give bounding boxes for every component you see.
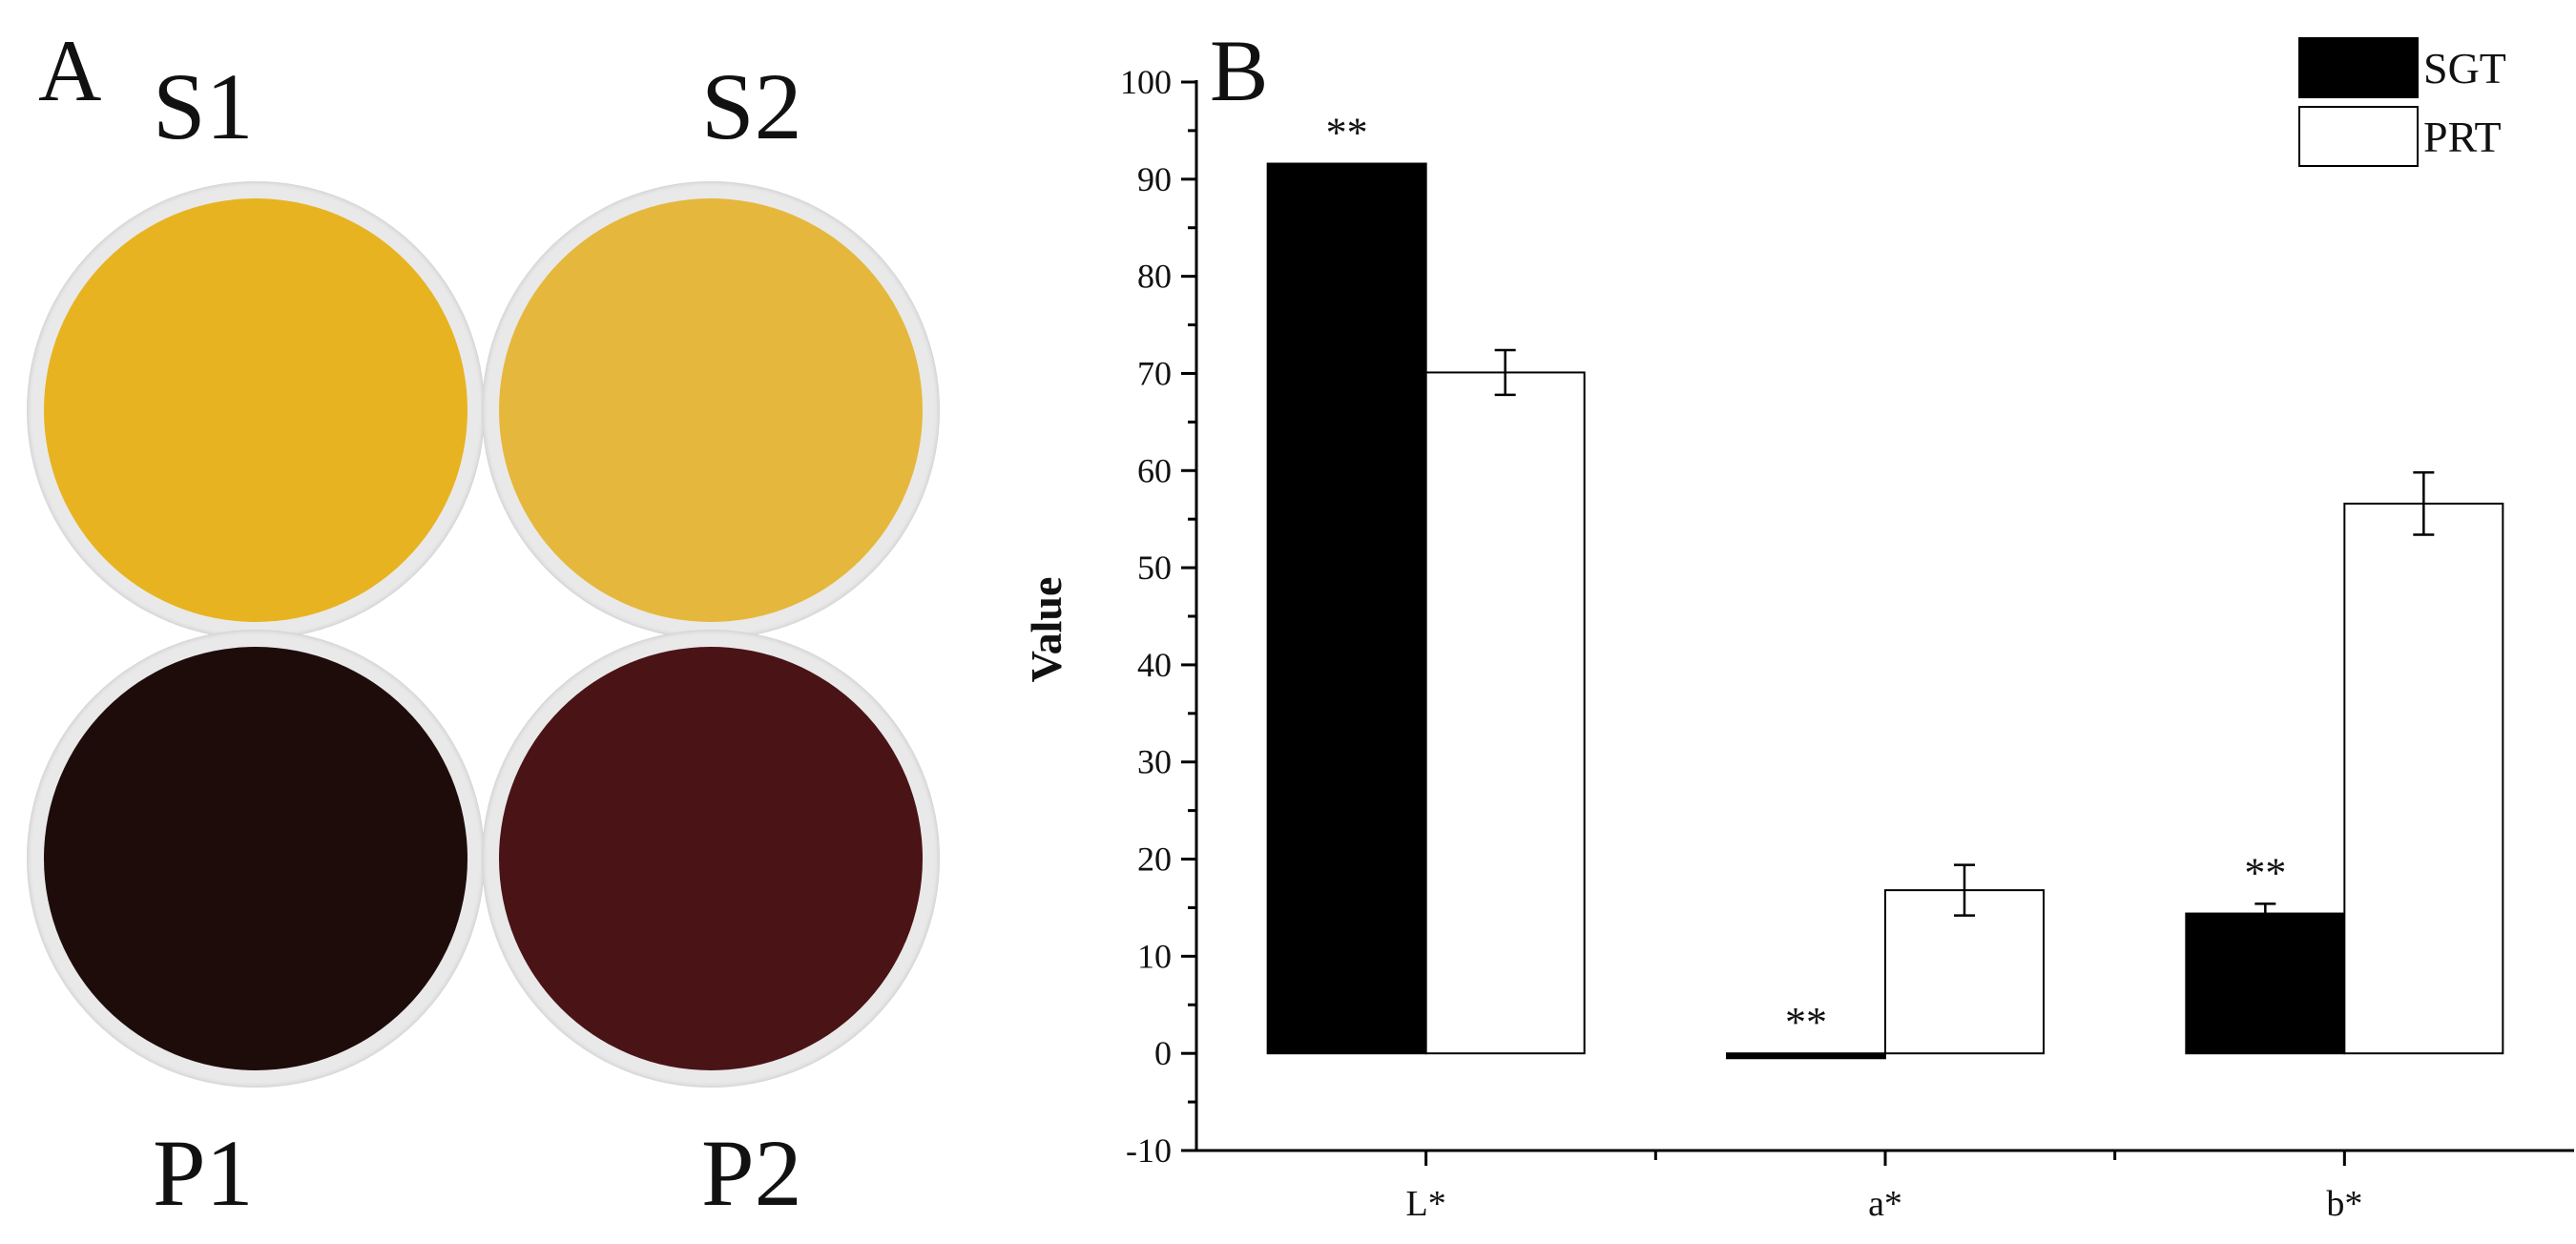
x-tick-label: L*	[1406, 1184, 1446, 1224]
y-tick-label: 50	[1137, 549, 1172, 587]
bar-sgt-l	[1266, 162, 1427, 1055]
dish-s1-contents	[44, 198, 467, 622]
sample-label-s2: S2	[701, 53, 802, 159]
petri-dish-s2	[482, 181, 940, 639]
significance-label: **	[1785, 999, 1827, 1046]
panel-b-chart: B -10 0 10 20 30 40 50 60 70 80 90 100 Value L* a* b* **…	[954, 0, 2576, 1244]
bar-prt-l	[1424, 371, 1586, 1055]
sample-label-p2: P2	[701, 1120, 802, 1226]
dish-s2-contents	[499, 198, 923, 622]
y-tick-label: 100	[1120, 63, 1172, 101]
significance-label: **	[1326, 110, 1368, 156]
petri-dish-p1	[27, 630, 485, 1088]
legend-swatch-sgt	[2298, 37, 2419, 98]
y-tick-label: 30	[1137, 743, 1172, 781]
legend-label-prt: PRT	[2423, 113, 2502, 161]
y-tick-label: 40	[1137, 646, 1172, 684]
petri-dish-s1	[27, 181, 485, 639]
y-axis-label: Value	[1022, 577, 1070, 683]
x-tick-label: a*	[1868, 1184, 1902, 1224]
bar-chart: -10 0 10 20 30 40 50 60 70 80 90 100 Value L* a* b* ** **…	[1022, 37, 2574, 1224]
dish-p2-contents	[499, 647, 923, 1070]
dish-p1-contents	[44, 647, 467, 1070]
legend-label-sgt: SGT	[2423, 44, 2506, 93]
y-tick-label: 90	[1137, 160, 1172, 198]
bar-sgt-b	[2185, 912, 2346, 1055]
y-tick-label: 20	[1137, 840, 1172, 879]
sample-label-p1: P1	[153, 1120, 254, 1226]
petri-dish-p2	[482, 630, 940, 1088]
y-tick-label: 70	[1137, 354, 1172, 392]
x-tick-label: b*	[2326, 1184, 2362, 1224]
legend-swatch-prt	[2298, 106, 2419, 167]
significance-label: **	[2244, 849, 2286, 896]
sample-label-s1: S1	[153, 53, 254, 159]
bar-prt-b	[2343, 502, 2504, 1055]
bar-sgt-a	[1726, 1052, 1886, 1060]
panel-a-letter: A	[38, 22, 102, 119]
panel-a-photos: A S1 S2 P1 P2	[0, 0, 954, 1244]
panel-b-letter: B	[1210, 22, 1269, 119]
y-tick-label: 60	[1137, 451, 1172, 489]
y-tick-label: 10	[1137, 937, 1172, 975]
y-tick-label: -10	[1126, 1131, 1172, 1170]
y-tick-label: 80	[1137, 258, 1172, 296]
y-tick-label: 0	[1154, 1034, 1172, 1072]
